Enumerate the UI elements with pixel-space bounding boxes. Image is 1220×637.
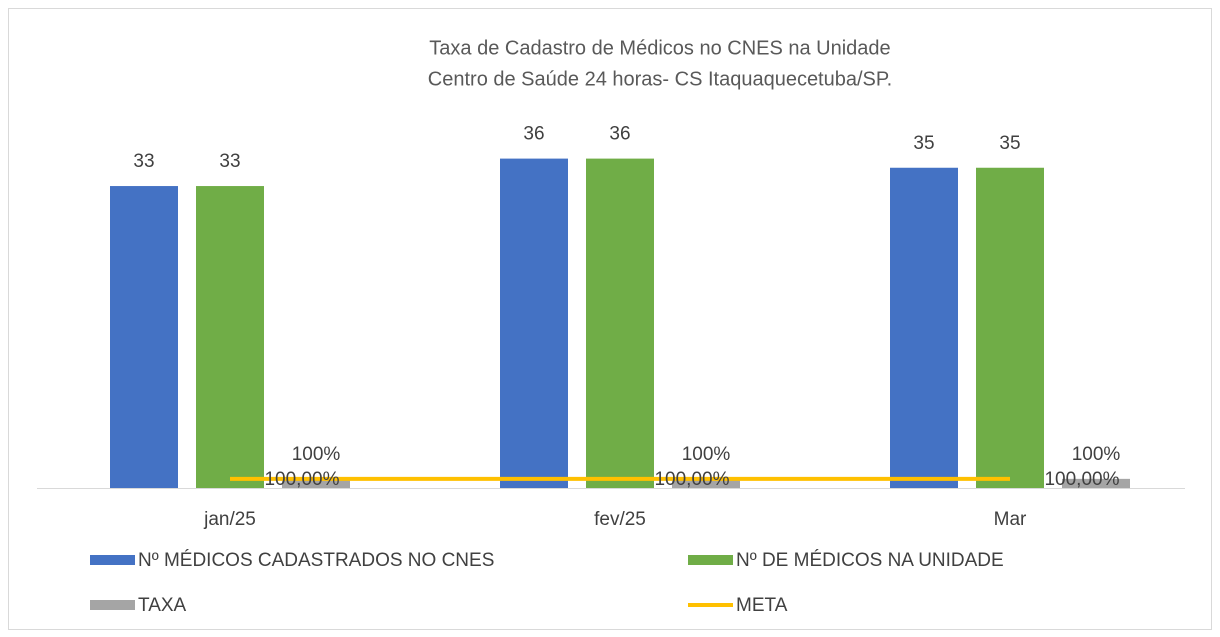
data-label: 100% [1072, 444, 1121, 465]
bar [976, 167, 1044, 488]
bar [1062, 478, 1130, 488]
bar [110, 186, 178, 489]
data-label: 100% [682, 444, 731, 465]
bar [890, 167, 958, 488]
legend-swatch [90, 555, 135, 565]
data-label: 33 [219, 151, 240, 172]
data-label: 33 [133, 151, 154, 172]
data-label: 35 [913, 133, 934, 154]
data-label: 36 [609, 124, 630, 145]
bar [672, 478, 740, 488]
data-label: 100,00% [654, 469, 729, 490]
bar [586, 158, 654, 488]
bar [282, 478, 350, 488]
legend-swatch [688, 555, 733, 565]
legend-swatch [90, 600, 135, 610]
chart-title: Taxa de Cadastro de Médicos no CNES na U… [429, 37, 890, 59]
legend-label: META [736, 595, 788, 616]
legend-label: TAXA [138, 595, 187, 616]
data-label: 100% [292, 444, 341, 465]
x-tick-label: fev/25 [594, 509, 646, 530]
x-tick-label: jan/25 [203, 509, 256, 530]
bar [500, 158, 568, 488]
x-tick-label: Mar [994, 509, 1027, 530]
chart-title: Centro de Saúde 24 horas- CS Itaquaquece… [428, 68, 892, 90]
data-label: 100,00% [264, 469, 339, 490]
data-label: 36 [523, 124, 544, 145]
legend-label: Nº MÉDICOS CADASTRADOS NO CNES [138, 550, 494, 571]
data-label: 35 [999, 133, 1020, 154]
bar [196, 186, 264, 489]
data-label: 100,00% [1044, 469, 1119, 490]
legend-label: Nº DE MÉDICOS NA UNIDADE [736, 550, 1004, 571]
